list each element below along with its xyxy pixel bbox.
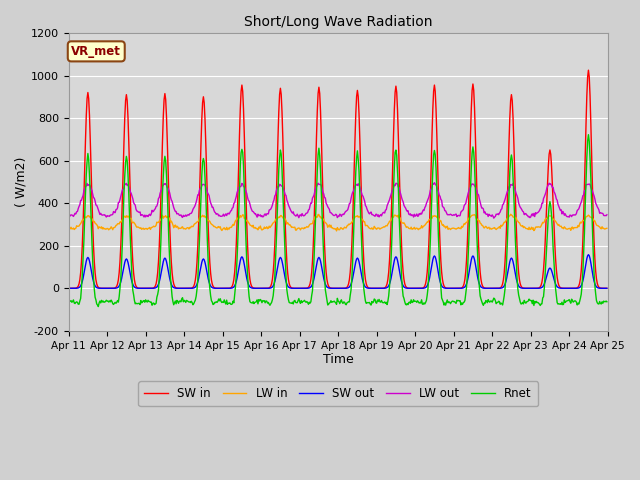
LW in — [603, 226, 611, 231]
Rnet — [209, 301, 217, 307]
LW out — [603, 212, 611, 217]
Legend: SW in, LW in, SW out, LW out, Rnet: SW in, LW in, SW out, LW out, Rnet — [138, 382, 538, 406]
LW out — [152, 204, 160, 209]
LW out — [554, 201, 562, 207]
SW out — [554, 284, 561, 289]
X-axis label: Time: Time — [323, 353, 353, 366]
LW out — [241, 184, 248, 190]
LW in — [241, 216, 248, 221]
LW in — [507, 211, 515, 217]
Title: Short/Long Wave Radiation: Short/Long Wave Radiation — [244, 15, 433, 29]
SW out — [603, 286, 611, 291]
Text: VR_met: VR_met — [71, 45, 121, 58]
Rnet — [95, 304, 102, 310]
Y-axis label: ( W/m2): ( W/m2) — [15, 156, 28, 207]
LW out — [209, 204, 216, 210]
SW in — [603, 286, 611, 291]
SW in — [152, 281, 160, 287]
Rnet — [519, 300, 527, 305]
LW out — [520, 209, 527, 215]
Rnet — [584, 132, 592, 138]
Rnet — [241, 210, 249, 216]
SW out — [518, 285, 525, 291]
Line: SW out: SW out — [68, 255, 607, 288]
LW in — [65, 226, 72, 231]
SW out — [584, 252, 592, 258]
SW in — [554, 275, 561, 280]
LW in — [520, 225, 527, 230]
SW in — [584, 67, 592, 73]
Line: LW out: LW out — [68, 183, 607, 218]
LW out — [65, 213, 72, 219]
SW out — [527, 286, 534, 291]
SW in — [209, 281, 216, 287]
SW out — [209, 285, 216, 290]
Rnet — [153, 294, 161, 300]
LW in — [209, 222, 216, 228]
Line: LW in: LW in — [68, 214, 607, 231]
SW out — [65, 286, 72, 291]
LW in — [80, 217, 88, 223]
Rnet — [554, 300, 561, 305]
Line: SW in: SW in — [68, 70, 607, 288]
SW out — [152, 285, 160, 290]
LW in — [152, 223, 160, 228]
Rnet — [80, 239, 88, 245]
LW out — [80, 188, 88, 194]
Rnet — [603, 299, 611, 305]
LW in — [333, 228, 340, 234]
SW out — [241, 262, 248, 267]
SW in — [80, 196, 88, 202]
SW in — [527, 286, 534, 291]
LW in — [554, 222, 562, 228]
SW in — [518, 285, 525, 290]
Rnet — [65, 298, 72, 303]
SW in — [65, 286, 72, 291]
LW out — [431, 180, 438, 186]
Line: Rnet: Rnet — [68, 135, 607, 307]
LW out — [490, 215, 498, 221]
SW in — [241, 132, 248, 138]
SW out — [80, 271, 88, 277]
